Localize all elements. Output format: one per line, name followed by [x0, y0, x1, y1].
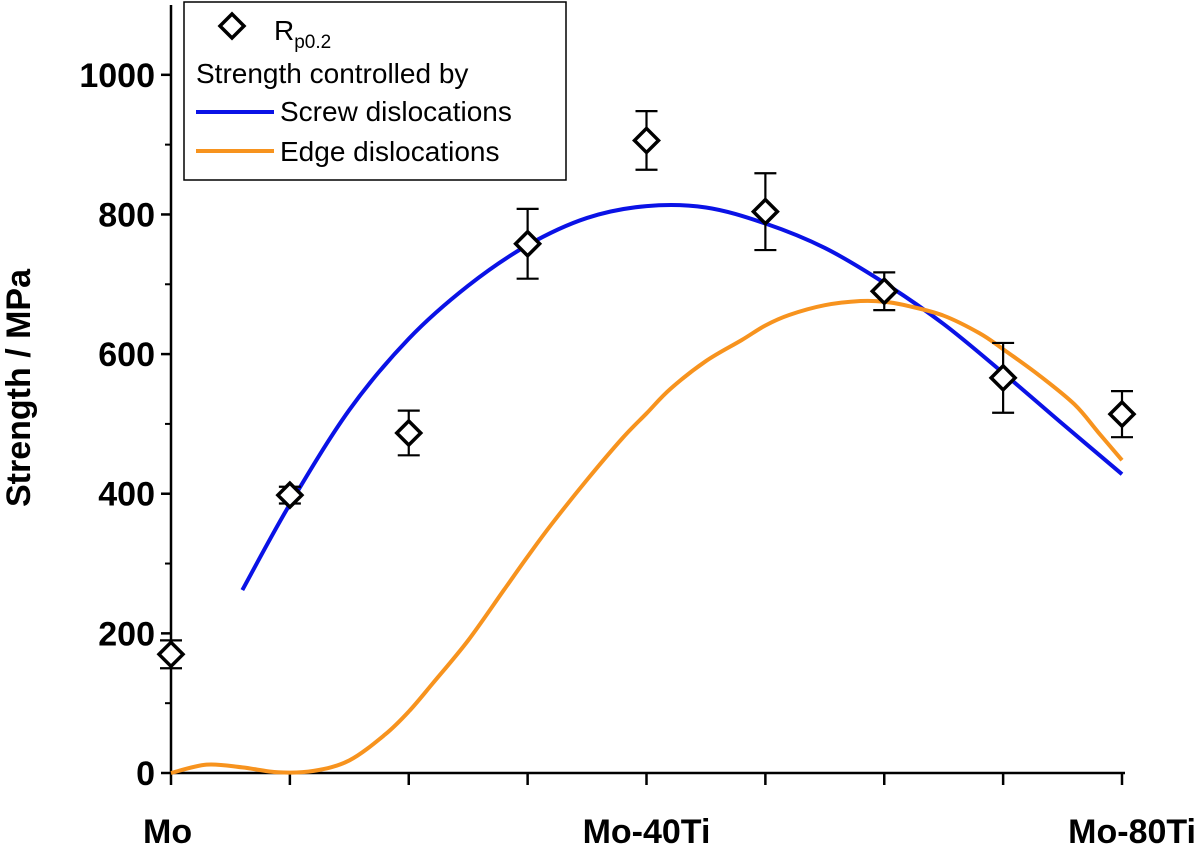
- x-tick-label: Mo: [143, 813, 192, 851]
- y-tick-label: 600: [98, 336, 155, 374]
- data-point: [156, 639, 186, 670]
- diamond-marker: [394, 418, 424, 448]
- diamond-marker: [513, 229, 543, 259]
- y-tick-label: 200: [98, 615, 155, 653]
- diamond-marker: [1107, 399, 1137, 429]
- diamond-marker: [632, 125, 661, 155]
- diamond-marker: [869, 276, 899, 306]
- curves: [170, 202, 1124, 775]
- data-point: [750, 172, 780, 252]
- data-point: [1107, 389, 1137, 439]
- y-tick-label: 400: [98, 476, 155, 514]
- data-point: [632, 110, 661, 171]
- data-point: [513, 207, 543, 280]
- diamond-marker: [750, 197, 780, 227]
- legend-edge-label: Edge dislocations: [280, 136, 499, 167]
- edge-dislocation-curve: [170, 298, 1124, 775]
- diamond-marker: [988, 363, 1018, 393]
- diamond-marker: [275, 480, 305, 510]
- legend-marker-diamond: [217, 11, 247, 41]
- legend: Rp0.2 Strength controlled by Screw dislo…: [183, 1, 567, 181]
- x-tick-label: Mo-80Ti: [1068, 813, 1196, 851]
- legend-heading: Strength controlled by: [196, 58, 468, 89]
- data-point: [275, 480, 305, 510]
- data-point: [869, 271, 899, 312]
- legend-marker-label: Rp0.2: [274, 15, 331, 53]
- axes: 0 200 400 600 800 1000 Mo Mo-40Ti Mo-80Ti: [79, 5, 1196, 851]
- data-points: [156, 110, 1137, 670]
- screw-dislocation-curve: [240, 202, 1124, 592]
- diamond-marker: [156, 639, 186, 669]
- data-point: [988, 341, 1018, 414]
- data-point: [394, 409, 424, 457]
- x-tick-label: Mo-40Ti: [583, 813, 711, 851]
- y-tick-label: 0: [136, 755, 155, 793]
- y-tick-label: 1000: [79, 57, 155, 95]
- legend-screw-label: Screw dislocations: [280, 96, 512, 127]
- y-axis-title: Strength / MPa: [0, 268, 38, 507]
- y-tick-label: 800: [98, 196, 155, 234]
